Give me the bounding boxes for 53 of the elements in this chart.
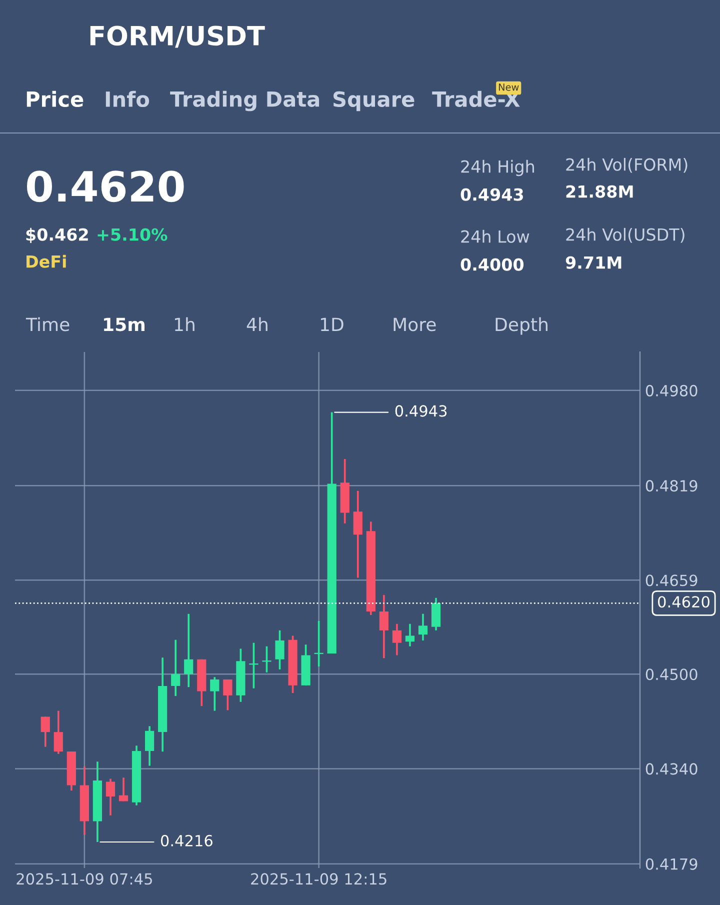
annotation: 0.4943 <box>395 405 447 417</box>
text: 24h High <box>461 160 534 176</box>
candlestick <box>210 676 220 712</box>
text: 21.88M <box>566 185 633 198</box>
text: Info <box>106 90 150 108</box>
text: Price <box>26 90 84 108</box>
text: $0.462 <box>26 228 88 244</box>
candlestick <box>353 490 362 579</box>
y-tick-label: 0.4179 <box>646 858 698 870</box>
candlestick <box>144 725 154 767</box>
text: DeFi <box>26 254 66 268</box>
candlestick <box>54 710 63 755</box>
text: 0.4000 <box>460 258 524 271</box>
y-tick-label: 0.4980 <box>646 384 698 396</box>
candlestick <box>405 622 415 648</box>
candlestick <box>392 622 402 656</box>
x-tick-label: 2025-11-09 07:45 <box>16 873 152 885</box>
text: 24h Vol(FORM) <box>566 158 688 173</box>
text: 0.4943 <box>460 188 523 201</box>
y-tick-label: 0.4819 <box>646 480 698 492</box>
text: 0.4620 <box>26 170 184 202</box>
candlestick <box>379 594 388 660</box>
text: 24h Low <box>461 230 530 243</box>
y-tick-label: 0.4340 <box>646 763 698 775</box>
ref-line-label: 0.4620 <box>658 596 710 608</box>
text: 24h Vol(USDT) <box>566 228 684 243</box>
candlestick <box>184 612 194 688</box>
text: More <box>394 318 436 332</box>
candlestick <box>418 612 428 642</box>
text: 1h <box>174 317 194 331</box>
text: Trade-X <box>432 90 520 108</box>
chart-title: FORM/USDT <box>90 26 265 48</box>
y-tick-label: 0.4659 <box>646 574 698 586</box>
text: Time <box>26 317 70 332</box>
annotation: 0.4216 <box>160 834 212 846</box>
x-tick-label: 2025-11-09 12:15 <box>251 873 386 885</box>
candlestick <box>275 629 284 670</box>
y-tick-label: 0.4500 <box>646 668 698 680</box>
text: 9.71M <box>566 256 622 269</box>
text: 1D <box>320 318 344 331</box>
text: Depth <box>496 317 548 335</box>
text: Square <box>333 91 414 112</box>
candlestick <box>223 678 232 712</box>
text: 4h <box>246 317 268 331</box>
candlestick <box>106 778 116 816</box>
candlestick <box>118 776 128 802</box>
candlestick <box>171 638 180 697</box>
text: 15m <box>104 318 145 332</box>
text: Trading Data <box>170 90 320 112</box>
text: +5.10% <box>98 228 168 241</box>
text: New <box>498 84 519 91</box>
candlestick <box>40 716 50 748</box>
candlestick <box>431 596 441 632</box>
